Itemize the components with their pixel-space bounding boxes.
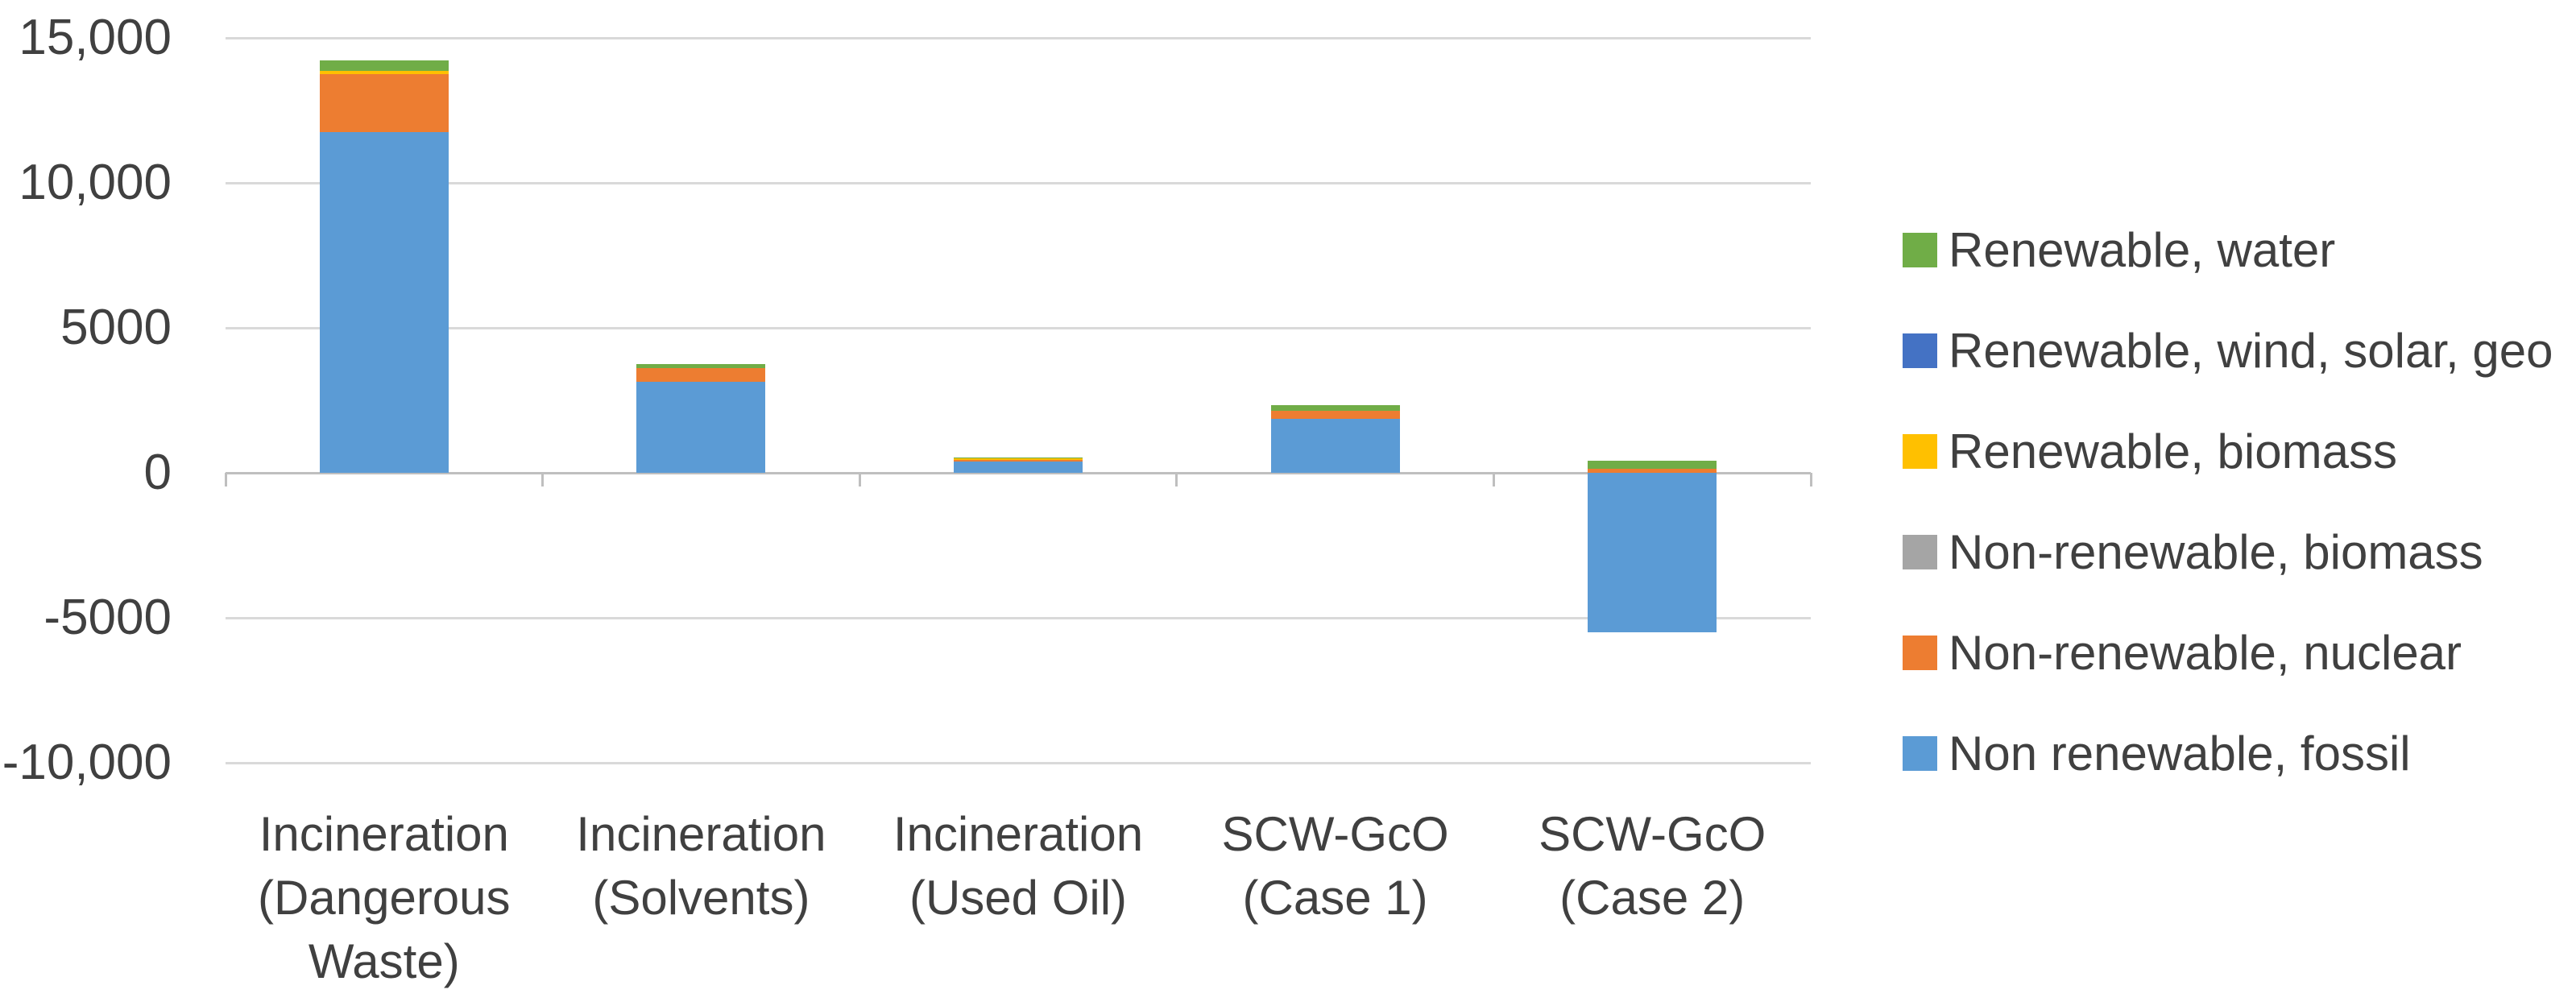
x-category-label: Incineration (Dangerous Waste) <box>258 807 511 988</box>
y-tick-label: 0 <box>143 445 172 500</box>
y-gridline <box>226 761 1811 764</box>
y-tick-label: 15,000 <box>19 10 172 65</box>
legend-label: Renewable, wind, solar, geo <box>1949 323 2553 378</box>
legend-item: Non renewable, fossil <box>1903 717 2411 789</box>
x-axis-tick <box>1175 473 1178 487</box>
legend-item: Renewable, water <box>1903 213 2335 286</box>
bar-segment <box>1588 468 1717 473</box>
bar-segment <box>636 363 766 368</box>
bar-segment <box>636 367 766 382</box>
x-axis-line <box>226 471 1811 474</box>
y-tick-label: 5000 <box>60 300 172 355</box>
x-category-label: Incineration (Solvents) <box>576 807 826 925</box>
x-axis-tick <box>1492 473 1495 487</box>
bar-segment <box>954 461 1083 473</box>
x-axis-tick <box>541 473 545 487</box>
bar-segment <box>954 458 1083 460</box>
legend-item: Renewable, biomass <box>1903 415 2397 487</box>
legend-swatch-icon <box>1903 232 1937 267</box>
bar-segment <box>319 70 449 74</box>
legend-label: Non-renewable, nuclear <box>1949 625 2462 680</box>
y-tick-label: 10,000 <box>19 155 172 210</box>
legend-item: Non-renewable, biomass <box>1903 515 2483 588</box>
legend-label: Non renewable, fossil <box>1949 726 2411 780</box>
bar-segment <box>636 381 766 473</box>
bar-segment <box>1270 410 1400 420</box>
legend-label: Renewable, biomass <box>1949 424 2397 478</box>
legend-swatch-icon <box>1903 333 1937 368</box>
legend-label: Non-renewable, biomass <box>1949 524 2483 579</box>
legend-label: Renewable, water <box>1949 222 2336 277</box>
y-gridline <box>226 36 1811 39</box>
y-gridline <box>226 181 1811 184</box>
legend-item: Non-renewable, nuclear <box>1903 616 2462 689</box>
bar-segment <box>1588 460 1717 469</box>
x-category-label: SCW-GcO (Case 1) <box>1221 807 1449 925</box>
bar-segment <box>1588 473 1717 632</box>
x-axis-tick <box>1809 473 1812 487</box>
x-category-label: Incineration (Used Oil) <box>892 807 1144 925</box>
y-tick-label: -5000 <box>43 590 172 645</box>
bar-segment <box>319 60 449 71</box>
x-axis-tick <box>224 473 227 487</box>
bar-segment <box>954 459 1083 462</box>
legend-swatch-icon <box>1903 433 1937 469</box>
legend-item: Renewable, wind, solar, geo <box>1903 314 2553 387</box>
legend-swatch-icon <box>1903 635 1937 670</box>
y-gridline <box>226 616 1811 619</box>
legend-swatch-icon <box>1903 735 1937 771</box>
y-tick-label: -10,000 <box>2 735 172 790</box>
legend-swatch-icon <box>1903 534 1937 569</box>
bar-segment <box>1270 404 1400 411</box>
x-category-label: SCW-GcO (Case 2) <box>1539 807 1766 925</box>
y-gridline <box>226 326 1811 329</box>
bar-segment <box>319 132 449 473</box>
x-axis-tick <box>858 473 861 487</box>
bar-segment <box>1270 419 1400 473</box>
bar-segment <box>319 74 449 132</box>
